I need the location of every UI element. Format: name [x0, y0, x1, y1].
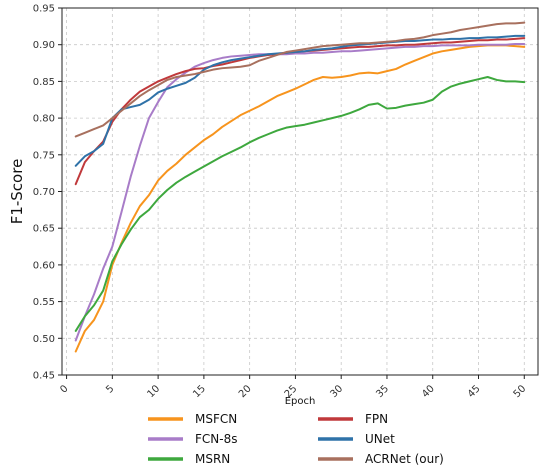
- y-tick-label: 0.45: [33, 371, 55, 382]
- y-tick-label: 0.90: [33, 40, 55, 51]
- y-axis-label: F1-Score: [8, 159, 26, 225]
- y-tick-label: 0.65: [33, 224, 55, 235]
- series-line-acrnet-our: [74, 21, 526, 138]
- series-line-fcn-8s: [74, 42, 526, 342]
- series-line-msrn: [74, 76, 526, 332]
- y-tick-label: 0.85: [33, 77, 55, 88]
- y-tick-label: 0.80: [33, 114, 55, 125]
- y-tick-label: 0.95: [33, 4, 55, 15]
- y-tick-label: 0.75: [33, 150, 55, 161]
- y-tick-label: 0.50: [33, 334, 55, 345]
- y-tick-label: 0.70: [33, 187, 55, 198]
- x-axis-label: Epoch: [285, 396, 316, 407]
- y-tick-label: 0.55: [33, 297, 55, 308]
- y-tick-label: 0.60: [33, 260, 55, 271]
- legend-label-fcn-8s: FCN-8s: [195, 432, 237, 446]
- legend-label-msfcn: MSFCN: [195, 412, 237, 426]
- legend-label-fpn: FPN: [365, 412, 388, 426]
- series-line-unet: [74, 34, 526, 167]
- series-layer: [74, 21, 526, 353]
- legend-label-unet: UNet: [365, 432, 395, 446]
- legend-label-acrnet-our: ACRNet (our): [365, 452, 444, 466]
- legend: MSFCN FPN FCN-8s UNet MSRN ACRNet (our): [148, 412, 444, 466]
- series-line-msfcn: [74, 44, 526, 353]
- legend-label-msrn: MSRN: [195, 452, 230, 466]
